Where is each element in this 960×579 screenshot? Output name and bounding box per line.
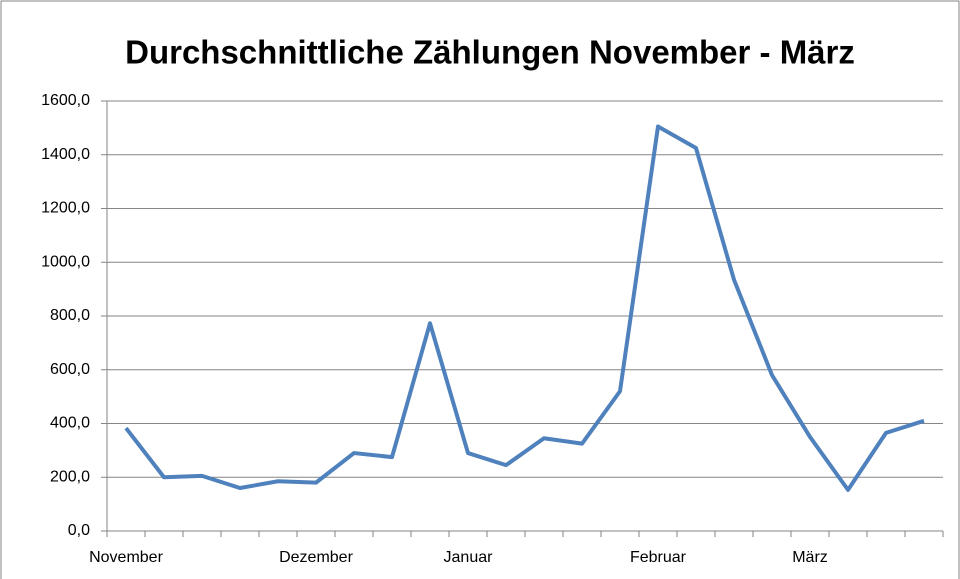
y-tick-label: 400,0 bbox=[50, 415, 90, 432]
y-tick-label: 1600,0 bbox=[41, 92, 90, 109]
line-series bbox=[124, 124, 925, 492]
y-tick-label: 1000,0 bbox=[41, 253, 90, 270]
y-tick-label: 200,0 bbox=[50, 468, 90, 485]
y-tick-label: 1400,0 bbox=[41, 146, 90, 163]
x-tick-label: November bbox=[89, 549, 163, 566]
y-tick-label: 1200,0 bbox=[41, 200, 90, 217]
chart-title: Durchschnittliche Zählungen November - M… bbox=[125, 34, 855, 71]
y-tick-label: 600,0 bbox=[50, 361, 90, 378]
y-tick-label: 800,0 bbox=[50, 307, 90, 324]
x-tick-label: März bbox=[792, 549, 828, 566]
x-tick-label: Januar bbox=[444, 549, 494, 566]
x-tick-label: Dezember bbox=[279, 549, 353, 566]
y-tick-label: 0,0 bbox=[68, 522, 90, 539]
x-tick-label: Februar bbox=[630, 549, 687, 566]
